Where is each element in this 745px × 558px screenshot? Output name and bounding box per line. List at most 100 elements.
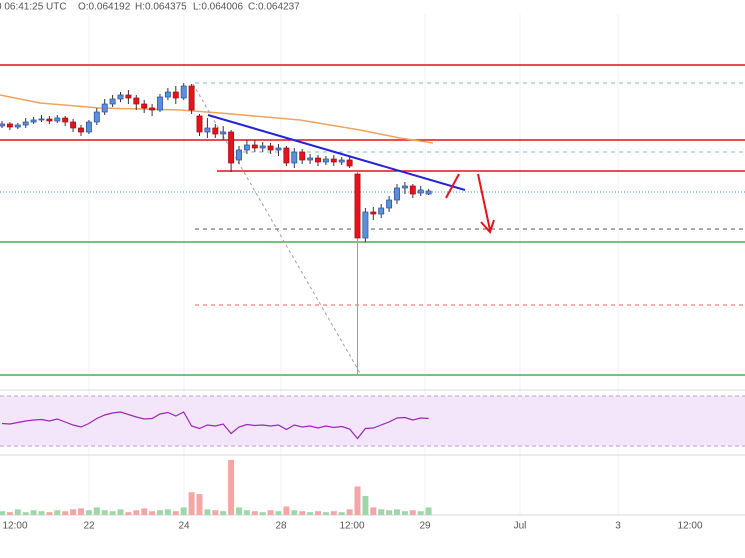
volume-bar: [315, 511, 321, 515]
candle-body: [322, 158, 329, 163]
volume-bar: [291, 510, 298, 515]
candle-body: [70, 121, 77, 129]
rsi: [1, 411, 429, 440]
arrow-up-stroke: [445, 173, 460, 199]
header-high: H:0.064375: [135, 2, 187, 13]
volume-bar: [243, 510, 250, 515]
candle-body: [109, 98, 116, 105]
candle-body: [291, 151, 298, 164]
candle-body: [117, 94, 124, 100]
volume-bar: [46, 512, 53, 515]
levels: [0, 64, 745, 376]
volume-bar: [70, 509, 77, 515]
header-time: 0 06:41:25 UTC: [0, 2, 67, 13]
candle-body: [22, 121, 29, 126]
candle-body: [172, 91, 179, 99]
volume: [0, 459, 432, 515]
candle-body: [275, 147, 282, 151]
volume-bar: [401, 511, 408, 515]
candle-body: [101, 103, 108, 113]
volume-bar: [14, 509, 21, 515]
candle-body: [315, 157, 321, 163]
volume-bar: [141, 508, 148, 515]
volume-bar: [78, 508, 84, 515]
candle-body: [0, 123, 5, 127]
candle-body: [6, 123, 13, 128]
volume-bar: [22, 512, 29, 515]
candle-body: [14, 124, 21, 128]
candle-body: [133, 97, 140, 105]
volume-bar: [157, 510, 163, 515]
candle-body: [362, 211, 369, 239]
volume-bar: [85, 510, 92, 515]
candle-body: [267, 145, 274, 151]
volume-bar: [54, 510, 61, 515]
x-tick-label: 3: [615, 521, 621, 532]
volume-bar: [338, 512, 345, 515]
volume-bar: [188, 492, 195, 515]
candle-body: [299, 151, 306, 161]
candle-body: [38, 118, 45, 121]
candle-body: [251, 144, 258, 149]
x-tick-label: 28: [275, 521, 287, 532]
volume-bar: [251, 511, 258, 515]
arrow-head: [480, 219, 495, 234]
x-tick-label: 12:00: [677, 521, 702, 532]
volume-bar: [204, 509, 211, 515]
volume-bar: [228, 459, 235, 515]
header-low: L:0.064006: [193, 2, 243, 13]
volume-bar: [425, 507, 432, 515]
candle-body: [220, 131, 227, 135]
volume-bar: [172, 511, 179, 515]
candle-body: [370, 211, 377, 215]
volume-bar: [62, 511, 69, 515]
volume-bar: [370, 507, 377, 515]
rsi-band: [0, 396, 745, 446]
candle-body: [85, 121, 92, 133]
volume-bar: [93, 507, 100, 515]
x-tick-label: 22: [83, 521, 95, 532]
candle-body: [386, 199, 393, 209]
candle-body: [180, 85, 187, 99]
candle-body: [188, 85, 195, 111]
volume-bar: [299, 511, 306, 515]
volume-bar: [267, 510, 274, 515]
candle-body: [157, 96, 163, 111]
candle-body: [283, 147, 290, 164]
volume-bar: [133, 510, 140, 515]
candle-body: [228, 131, 235, 164]
candle-body: [417, 189, 424, 194]
candle-body: [259, 145, 266, 149]
volume-bar: [164, 509, 171, 515]
volume-bar: [236, 507, 242, 515]
candle-body: [409, 185, 416, 195]
x-tick-label: 12:00: [2, 521, 27, 532]
moving-average: [0, 94, 434, 144]
candle-body: [141, 103, 148, 109]
x-tick-label: 12:00: [339, 521, 364, 532]
candle-body: [164, 91, 171, 98]
candle-body: [204, 127, 211, 133]
candle-body: [394, 187, 400, 201]
volume-bar: [307, 512, 314, 515]
volume-bar: [220, 511, 227, 515]
volume-bar: [417, 511, 424, 515]
candle-body: [46, 118, 53, 122]
volume-bar: [378, 509, 385, 515]
candle-body: [354, 173, 361, 239]
candle-body: [346, 159, 353, 167]
volume-bar: [409, 510, 416, 515]
volume-bar: [346, 509, 353, 515]
volume-bar: [394, 509, 400, 515]
volume-bar: [283, 506, 290, 515]
candle-body: [149, 107, 156, 111]
candle-body: [30, 119, 37, 123]
volume-bar: [0, 511, 5, 515]
volume-bar: [149, 511, 156, 515]
candle-body: [93, 111, 100, 123]
volume-bar: [30, 510, 37, 515]
candle-body: [62, 117, 69, 123]
